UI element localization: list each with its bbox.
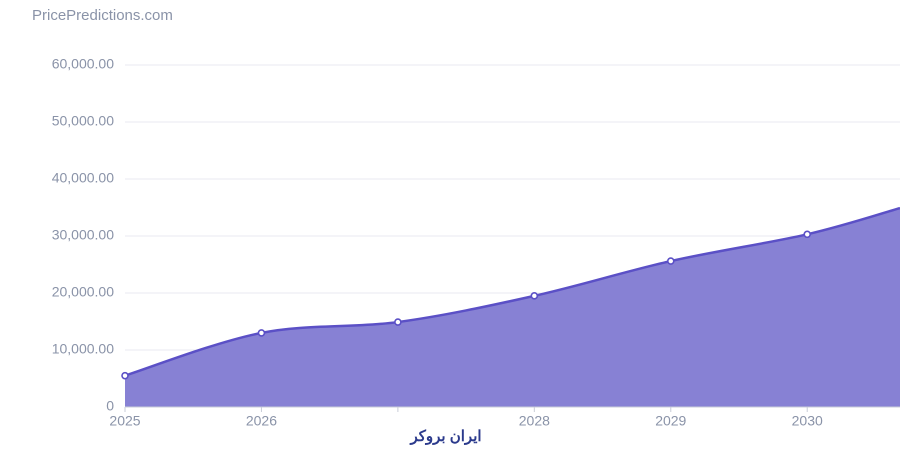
y-tick-label: 20,000.00 <box>52 284 114 300</box>
y-tick-label: 60,000.00 <box>52 56 114 72</box>
area <box>125 208 900 407</box>
x-tick-label: 2026 <box>246 413 277 429</box>
point <box>530 292 539 300</box>
point <box>394 318 402 326</box>
y-tick-label: 50,000.00 <box>52 113 114 129</box>
point <box>121 371 129 380</box>
x-tick-label: 2025 <box>109 413 140 429</box>
point <box>803 230 812 239</box>
y-tick-label: 10,000.00 <box>52 341 114 357</box>
plot: 0 10,000.00 20,000.00 30,000.00 40,000.00 50,… <box>52 56 900 429</box>
point <box>257 329 266 337</box>
x-tick-label: 2028 <box>519 413 550 429</box>
y-tick-label: 40,000.00 <box>52 170 114 186</box>
point <box>666 257 675 265</box>
y-tick-label: 30,000.00 <box>52 227 114 243</box>
x-tick-label: 2030 <box>792 413 823 429</box>
source-label: PricePredictions.com <box>32 7 173 24</box>
x-tick-label: 2029 <box>655 413 686 429</box>
y-tick-label: 0 <box>106 398 114 414</box>
watermark: ایران بروکر <box>409 428 481 445</box>
